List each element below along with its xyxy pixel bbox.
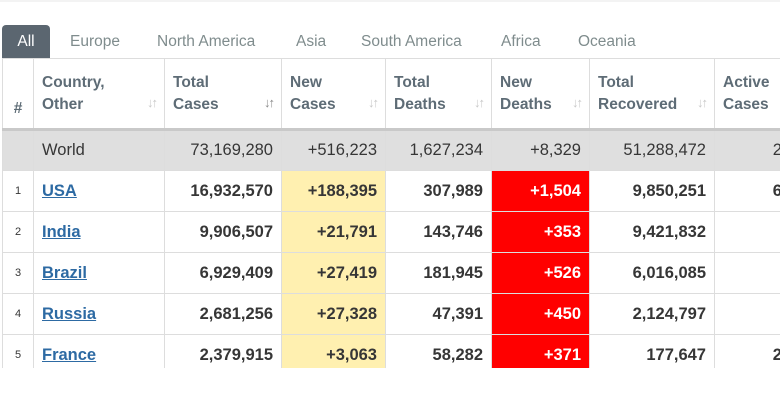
column-header-total-deaths[interactable]: Total Deaths ↓↑ — [385, 58, 492, 130]
total-recovered-cell: 6,016,085 — [589, 252, 715, 294]
sort-icon[interactable]: ↓↑ — [368, 95, 379, 110]
sort-icon[interactable]: ↓↑ — [697, 95, 708, 110]
tab-africa[interactable]: Africa — [501, 33, 541, 50]
table-row: 1 USA 16,932,570 +188,395 307,989 +1,504… — [2, 170, 780, 212]
world-total-deaths: 1,627,234 — [385, 128, 492, 171]
total-cases-cell: 6,929,409 — [164, 252, 282, 294]
active-cases-cell: 6,774 — [714, 170, 780, 212]
country-cell: France — [33, 334, 165, 368]
header-label: New — [500, 73, 532, 91]
active-cases-cell: 731 — [714, 252, 780, 294]
world-new-deaths: +8,329 — [491, 128, 590, 171]
column-header-new-deaths[interactable]: New Deaths ↓↑ — [491, 58, 590, 130]
total-deaths-cell: 47,391 — [385, 293, 492, 335]
sort-icon[interactable]: ↓↑ — [572, 95, 583, 110]
rank-cell: 4 — [2, 293, 34, 335]
country-link[interactable]: USA — [42, 181, 77, 200]
world-total-recovered: 51,288,472 — [589, 128, 715, 171]
total-recovered-cell: 9,850,251 — [589, 170, 715, 212]
header-label: Recovered — [598, 95, 678, 113]
total-cases-cell: 2,379,915 — [164, 334, 282, 368]
new-deaths-cell: +1,504 — [491, 170, 590, 212]
total-recovered-cell: 177,647 — [589, 334, 715, 368]
new-cases-cell: +21,791 — [281, 211, 386, 253]
sort-icon[interactable]: ↓↑ — [147, 95, 158, 110]
tab-south-america[interactable]: South America — [361, 33, 462, 50]
header-label: Cases — [723, 95, 769, 113]
new-deaths-cell: +450 — [491, 293, 590, 335]
header-label: Deaths — [394, 95, 446, 113]
column-header-total-recovered[interactable]: Total Recovered ↓↑ — [589, 58, 715, 130]
header-label: New — [290, 73, 322, 91]
header-row: # Country, Other ↓↑ Total Cases ↓↑ New C… — [2, 58, 780, 130]
country-link[interactable]: India — [42, 222, 81, 241]
rank-cell: 3 — [2, 252, 34, 294]
header-label: Other — [42, 95, 84, 113]
header-label: Deaths — [500, 95, 552, 113]
country-link[interactable]: Brazil — [42, 263, 87, 282]
tab-oceania[interactable]: Oceania — [578, 33, 636, 50]
new-cases-cell: +3,063 — [281, 334, 386, 368]
total-cases-cell: 16,932,570 — [164, 170, 282, 212]
table-row: 4 Russia 2,681,256 +27,328 47,391 +450 2… — [2, 293, 780, 335]
column-header-total-cases[interactable]: Total Cases ↓↑ — [164, 58, 282, 130]
column-header-rank[interactable]: # — [2, 58, 34, 130]
total-recovered-cell: 9,421,832 — [589, 211, 715, 253]
column-header-new-cases[interactable]: New Cases ↓↑ — [281, 58, 386, 130]
table-row: 5 France 2,379,915 +3,063 58,282 +371 17… — [2, 334, 780, 368]
top-edge — [0, 0, 780, 2]
world-rank-cell — [2, 128, 34, 171]
country-link[interactable]: Russia — [42, 304, 97, 323]
new-cases-cell: +27,328 — [281, 293, 386, 335]
world-new-cases: +516,223 — [281, 128, 386, 171]
country-cell: India — [33, 211, 165, 253]
tab-asia[interactable]: Asia — [296, 33, 327, 50]
new-deaths-cell: +371 — [491, 334, 590, 368]
total-deaths-cell: 143,746 — [385, 211, 492, 253]
world-name: World — [33, 128, 165, 171]
country-cell: Brazil — [33, 252, 165, 294]
total-recovered-cell: 2,124,797 — [589, 293, 715, 335]
world-active-cases: 20,25 — [714, 128, 780, 171]
active-cases-cell: 2,143 — [714, 334, 780, 368]
header-label: Cases — [173, 95, 219, 113]
total-cases-cell: 2,681,256 — [164, 293, 282, 335]
tab-europe[interactable]: Europe — [70, 33, 120, 50]
header-label: Total — [394, 73, 430, 91]
tab-north-america[interactable]: North America — [157, 33, 256, 50]
header-label: # — [13, 100, 23, 117]
total-deaths-cell: 307,989 — [385, 170, 492, 212]
world-total-cases: 73,169,280 — [164, 128, 282, 171]
active-cases-cell: 340 — [714, 211, 780, 253]
tab-all[interactable]: All — [2, 25, 50, 59]
new-cases-cell: +27,419 — [281, 252, 386, 294]
new-deaths-cell: +526 — [491, 252, 590, 294]
column-header-active-cases[interactable]: Active Cases — [714, 58, 780, 130]
sort-icon[interactable]: ↓↑ — [474, 95, 485, 110]
country-cell: Russia — [33, 293, 165, 335]
total-deaths-cell: 58,282 — [385, 334, 492, 368]
active-cases-cell: 509 — [714, 293, 780, 335]
country-link[interactable]: France — [42, 345, 97, 364]
header-label: Active — [723, 73, 770, 91]
new-cases-cell: +188,395 — [281, 170, 386, 212]
header-label: Cases — [290, 95, 336, 113]
column-header-country[interactable]: Country, Other ↓↑ — [33, 58, 165, 130]
total-deaths-cell: 181,945 — [385, 252, 492, 294]
header-label: Total — [173, 73, 209, 91]
country-cell: USA — [33, 170, 165, 212]
new-deaths-cell: +353 — [491, 211, 590, 253]
region-tabs: All Europe North America Asia South Amer… — [2, 25, 780, 59]
rank-cell: 1 — [2, 170, 34, 212]
header-label: Country, — [42, 73, 105, 91]
covid-table: # Country, Other ↓↑ Total Cases ↓↑ New C… — [2, 58, 780, 368]
table-row: 2 India 9,906,507 +21,791 143,746 +353 9… — [2, 211, 780, 253]
table-row: 3 Brazil 6,929,409 +27,419 181,945 +526 … — [2, 252, 780, 294]
rank-cell: 2 — [2, 211, 34, 253]
world-row: World 73,169,280 +516,223 1,627,234 +8,3… — [2, 128, 780, 171]
rank-cell: 5 — [2, 334, 34, 368]
header-label: Total — [598, 73, 634, 91]
total-cases-cell: 9,906,507 — [164, 211, 282, 253]
sort-icon[interactable]: ↓↑ — [264, 95, 275, 110]
